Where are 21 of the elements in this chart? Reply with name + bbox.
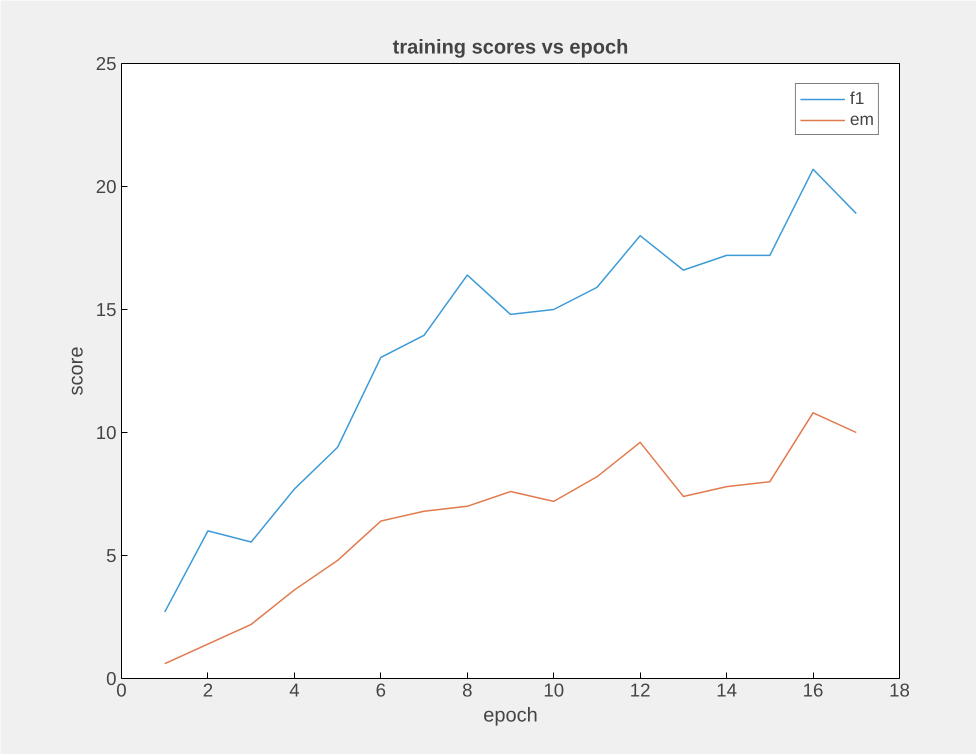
x-tick-label: 4	[289, 680, 300, 700]
x-tick-label: 8	[462, 680, 472, 700]
y-tick-label: 5	[106, 545, 117, 566]
x-tick-label: 6	[376, 680, 386, 700]
x-tick-label: 14	[716, 680, 737, 700]
x-tick-label: 12	[630, 680, 651, 700]
x-tick-label: 2	[202, 680, 214, 700]
x-tick-label: 18	[889, 680, 910, 700]
y-tick-label: 15	[96, 299, 117, 320]
y-tick-label: 20	[96, 176, 117, 197]
x-axis-title: epoch	[483, 704, 538, 726]
legend-label: f1	[850, 88, 866, 109]
line-series	[164, 412, 858, 664]
legend-label: em	[850, 109, 874, 130]
line-series	[164, 168, 858, 613]
y-tick-label: 10	[96, 422, 117, 443]
x-tick-label: 10	[543, 680, 564, 700]
y-tick-label: 25	[96, 53, 117, 74]
y-axis-title: score	[66, 346, 88, 396]
x-tick-label: 16	[802, 680, 824, 700]
chart-title: training scores vs epoch	[392, 36, 628, 58]
